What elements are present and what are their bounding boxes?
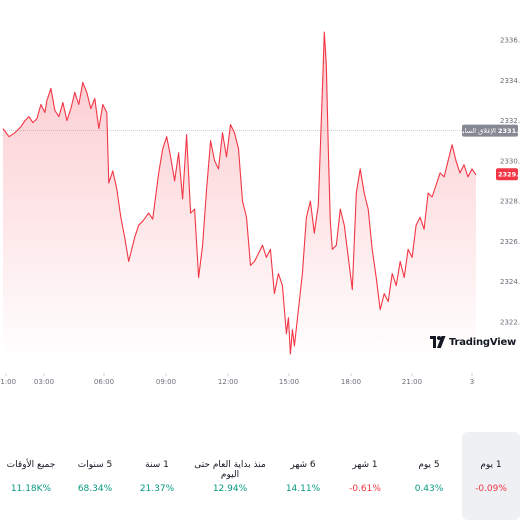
tradingview-logo: TradingView bbox=[430, 332, 516, 352]
period-1d[interactable]: 1 يوم -0.09% bbox=[462, 432, 520, 520]
previous-close-tag: الإغلاق السابق 2331.50 bbox=[457, 124, 520, 137]
period-label: 5 يوم bbox=[418, 460, 440, 470]
last-price-value: 2329.33 bbox=[498, 171, 520, 179]
x-axis: 01:00 03:00 06:00 09:00 12:00 15:00 18:00 21:00… bbox=[0, 373, 474, 386]
price-chart[interactable]: 2322.00 2324.00 2326.00 2328.00 2330.00 2332.… bbox=[0, 0, 520, 400]
period-change: 0.43% bbox=[414, 484, 444, 494]
period-change: -0.09% bbox=[475, 484, 507, 494]
y-tick-label: 2326.00 bbox=[500, 238, 520, 246]
performance-periods: 1 يوم -0.09% 5 يوم 0.43% 1 شهر -0.61% 6 … bbox=[0, 432, 520, 520]
last-price-tag: 2329.33 bbox=[496, 168, 520, 181]
y-tick-label: 2324.00 bbox=[500, 278, 520, 286]
previous-close-label: الإغلاق السابق bbox=[457, 127, 496, 135]
x-tick-label: 09:00 bbox=[156, 378, 176, 386]
y-tick-label: 2328.00 bbox=[500, 198, 520, 206]
period-1m[interactable]: 1 شهر -0.61% bbox=[336, 432, 394, 520]
period-all[interactable]: جميع الأوقات 11.18K% bbox=[0, 432, 62, 520]
period-change: 11.18K% bbox=[10, 484, 52, 494]
period-1y[interactable]: 1 سنة 21.37% bbox=[128, 432, 186, 520]
price-line bbox=[2, 31, 477, 355]
period-5y[interactable]: 5 سنوات 68.34% bbox=[66, 432, 124, 520]
period-label: 1 يوم bbox=[480, 460, 502, 470]
y-tick-label: 2336.00 bbox=[500, 37, 520, 45]
x-tick-label: 21:00 bbox=[402, 378, 422, 386]
period-label: جميع الأوقات bbox=[6, 460, 56, 470]
y-tick-label: 2322.00 bbox=[500, 318, 520, 326]
x-tick-label: 15:00 bbox=[279, 378, 299, 386]
period-change: 68.34% bbox=[77, 484, 113, 494]
period-label: 1 سنة bbox=[145, 460, 169, 470]
period-label: منذ بداية العام حتى اليوم bbox=[194, 460, 266, 480]
period-change: 12.94% bbox=[212, 484, 248, 494]
price-area-fill bbox=[3, 32, 476, 362]
period-change: 21.37% bbox=[139, 484, 175, 494]
x-tick-label: 01:00 bbox=[0, 378, 16, 386]
tradingview-logo-text: TradingView bbox=[449, 336, 517, 348]
previous-close-value: 2331.50 bbox=[498, 127, 520, 135]
period-6m[interactable]: 6 شهر 14.11% bbox=[274, 432, 332, 520]
x-tick-label: 3 bbox=[470, 378, 474, 386]
y-tick-label: 2332.00 bbox=[500, 117, 520, 125]
y-tick-label: 2334.00 bbox=[500, 77, 520, 85]
x-tick-label: 03:00 bbox=[34, 378, 54, 386]
period-label: 5 سنوات bbox=[77, 460, 113, 470]
period-change: 14.11% bbox=[285, 484, 321, 494]
x-tick-label: 12:00 bbox=[218, 378, 238, 386]
period-label: 6 شهر bbox=[290, 460, 316, 470]
y-tick-label: 2330.00 bbox=[500, 157, 520, 165]
period-5d[interactable]: 5 يوم 0.43% bbox=[400, 432, 458, 520]
tradingview-logo-icon bbox=[430, 336, 446, 348]
x-tick-label: 18:00 bbox=[341, 378, 361, 386]
period-ytd[interactable]: منذ بداية العام حتى اليوم 12.94% bbox=[186, 432, 274, 520]
x-tick-label: 06:00 bbox=[94, 378, 114, 386]
period-label: 1 شهر bbox=[352, 460, 378, 470]
y-axis: 2322.00 2324.00 2326.00 2328.00 2330.00 2332.… bbox=[500, 37, 520, 327]
period-change: -0.61% bbox=[349, 484, 381, 494]
